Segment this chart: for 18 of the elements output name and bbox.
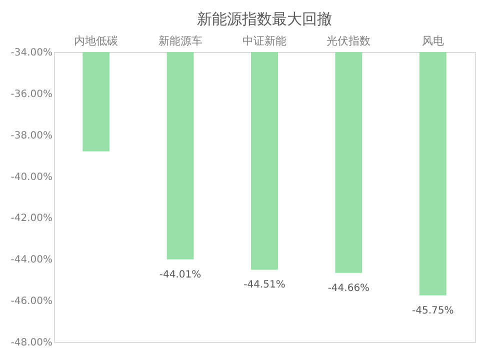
chart-title: 新能源指数最大回撤 — [197, 10, 332, 28]
y-tick-label: -36.00% — [10, 88, 52, 100]
x-tick-label: 中证新能 — [242, 34, 286, 48]
x-tick-label: 新能源车 — [158, 34, 202, 48]
x-tick-label: 光伏指数 — [326, 34, 371, 48]
x-tick-label: 内地低碳 — [74, 34, 118, 48]
y-tick-label: -46.00% — [10, 296, 52, 308]
data-label: -45.75% — [412, 305, 454, 316]
y-tick-label: -48.00% — [10, 338, 52, 348]
x-tick-label: 风电 — [422, 34, 444, 48]
data-label: -44.51% — [244, 280, 286, 291]
y-tick-label: -44.00% — [10, 254, 52, 266]
y-tick-label: -34.00% — [10, 48, 52, 58]
data-label: -44.66% — [328, 282, 370, 294]
y-tick-label: -40.00% — [10, 172, 52, 183]
y-tick-label: -38.00% — [10, 130, 52, 142]
y-tick-label: -42.00% — [10, 213, 52, 224]
data-label: -44.01% — [159, 269, 202, 280]
